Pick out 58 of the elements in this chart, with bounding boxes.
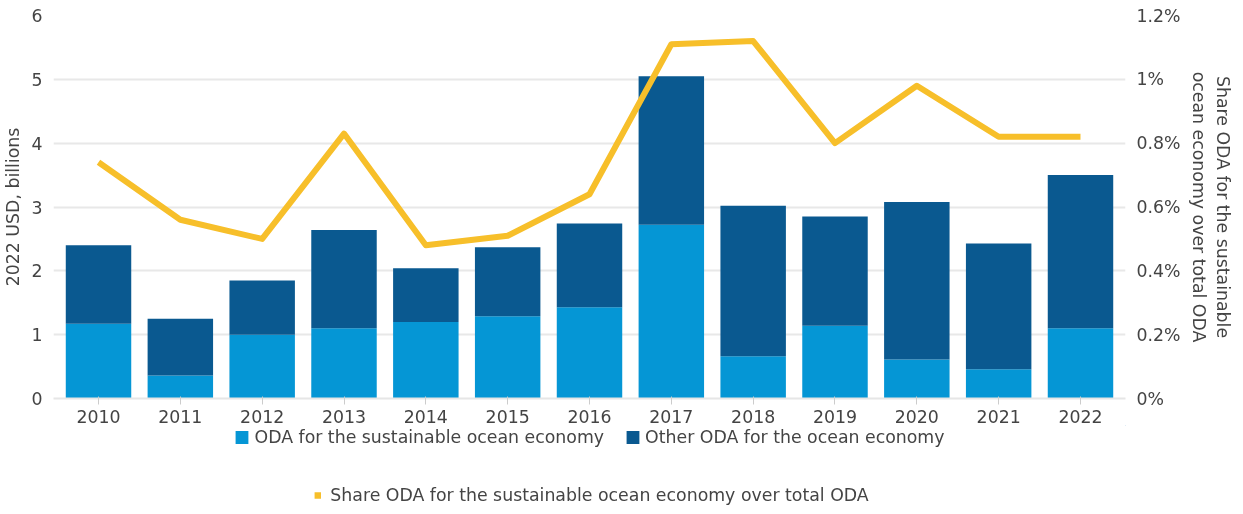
y2-tick-label: 1% [1136, 69, 1164, 90]
y2-tick-label: 0.8% [1136, 133, 1181, 154]
x-tick-label: 2015 [485, 406, 530, 427]
y-tick-label: 6 [31, 6, 43, 26]
bar [393, 268, 459, 322]
bar [147, 375, 214, 399]
x-tick-label: 2022 [1058, 406, 1103, 427]
x-tick-label: 2018 [731, 406, 776, 427]
y2-tick-label: 0.6% [1136, 197, 1181, 217]
x-tick-label: 2013 [321, 406, 367, 427]
bar [802, 325, 868, 399]
bar [311, 328, 377, 399]
y-tick-label: 1 [31, 325, 43, 346]
legend-label: Other ODA for the ocean economy [645, 427, 945, 447]
y-tick-label: 3 [31, 197, 43, 218]
y2-tick-label: 0% [1136, 388, 1164, 409]
bar [720, 205, 786, 357]
bar [884, 201, 950, 360]
y-axis-title: 2022 USD, billions [3, 127, 24, 287]
bar [65, 245, 132, 324]
bar [802, 216, 868, 326]
x-tick-label: 2016 [567, 406, 612, 427]
x-tick-label: 2012 [240, 406, 285, 427]
x-tick-label: 2011 [158, 406, 203, 427]
bar [474, 247, 541, 317]
bar [720, 356, 786, 399]
bar [965, 243, 1032, 370]
bar [65, 323, 132, 399]
bar [638, 224, 705, 399]
bar [311, 229, 377, 329]
bar [229, 280, 295, 335]
legend-label: ODA for the sustainable ocean economy [254, 427, 605, 447]
y-tick-label: 5 [31, 69, 43, 90]
bar [147, 318, 214, 376]
x-tick-label: 2017 [649, 406, 694, 427]
bar [965, 369, 1032, 399]
bar [556, 223, 623, 308]
bar [556, 307, 623, 399]
bar [884, 359, 950, 399]
y-tick-label: 2 [31, 261, 43, 282]
x-tick-label: 2020 [894, 406, 939, 427]
x-tick-label: 2010 [76, 406, 121, 427]
x-tick-label: 2014 [403, 406, 448, 427]
y2-tick-label: 1.2% [1136, 5, 1181, 26]
bar [393, 321, 459, 399]
x-tick-label: 2021 [976, 406, 1021, 427]
bar [1047, 175, 1114, 329]
bar [1047, 328, 1114, 399]
y-tick-label: 0 [31, 389, 43, 409]
x-tick-label: 2019 [812, 406, 858, 427]
y2-tick-label: 0.2% [1136, 324, 1181, 345]
y2-axis-title: Share ODA for the sustainable ocean economy over total ODA [1188, 71, 1233, 343]
bar [474, 316, 541, 399]
y-tick-label: 4 [31, 133, 43, 154]
y2-tick-label: 0.4% [1136, 260, 1181, 281]
legend-label: Share ODA for the sustainable ocean economy over total ODA [330, 485, 869, 505]
bar [229, 334, 295, 399]
bar [638, 76, 705, 225]
